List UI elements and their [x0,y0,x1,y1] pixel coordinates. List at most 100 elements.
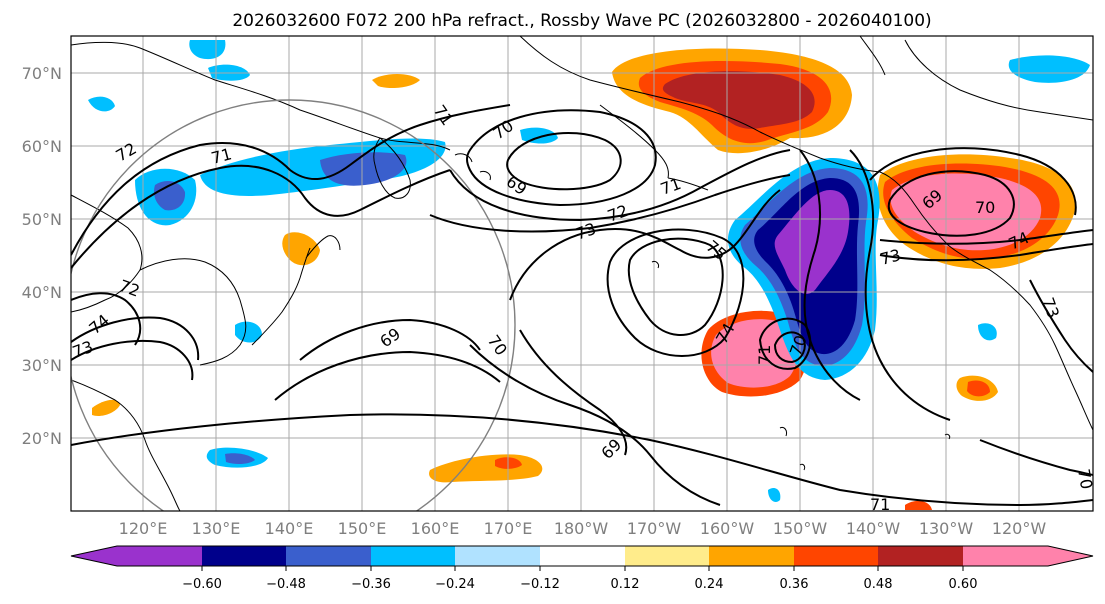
lat-label-70n: 70°N [22,64,62,83]
lon-label-140w: 140°W [846,519,901,538]
colorbar-cell [540,546,625,566]
contours [71,104,1093,507]
positive-region-small6 [905,500,932,510]
coastline-islands [454,153,951,471]
colorbar-cell [794,546,878,566]
lat-label-20n: 20°N [22,429,62,448]
contour-71-south [71,413,1093,507]
colorbar-label-p048: 0.48 [864,577,893,592]
negative-region-trough-core [774,190,850,294]
negative-region-japan [235,321,262,343]
colorbar-outline [70,545,1094,567]
contour-73-east [1029,279,1093,373]
contour-72-middle [429,174,791,233]
colorbar-label-p012: 0.12 [611,577,640,592]
lon-labels: 120°E 130°E 140°E 150°E 160°E 170°E 180°… [119,519,1047,538]
contour-73-west [71,339,194,381]
chart-title: 2026032600 F072 200 hPa refract., Rossby… [232,11,931,31]
contour-label-71-south: 71 [870,495,890,514]
contour-69-wave [519,329,628,456]
lon-label-160w: 160°W [700,519,755,538]
contour-75-loop [627,237,724,337]
coastline-japan [251,235,341,346]
colorbar-cell [117,546,202,566]
lon-label-130e: 130°E [192,519,241,538]
contour-69-inner [506,132,622,191]
colorbar-cell [963,546,1048,566]
lon-label-180w: 180°W [554,519,609,538]
coastline-asia [71,41,451,511]
lon-label-120w: 120°W [992,519,1047,538]
positive-region-alaska-core [662,71,815,129]
map-panel: 72 71 71 70 69 69 70 71 73 72 75 74 71 7… [70,35,1096,514]
colorbar-cell [625,546,709,566]
lon-label-150w: 150°W [773,519,828,538]
shaded-regions [88,40,1090,510]
coastline-kamchatka [373,137,411,199]
contour-70-west [274,350,501,401]
lat-label-30n: 30°N [22,356,62,375]
contour-70-canada [869,147,1077,216]
positive-region-small2 [282,232,320,266]
lat-label-40n: 40°N [22,283,62,302]
negative-region-nw-pacific-core [320,152,407,186]
colorbar-label-m024: −0.24 [435,577,475,592]
lat-label-50n: 50°N [22,210,62,229]
colorbar-label-m036: −0.36 [351,577,391,592]
contour-label-70-canada: 70 [975,198,995,217]
lon-label-130w: 130°W [919,519,974,538]
contour-71-inner-loop [758,317,812,370]
colorbar-label-p024: 0.24 [695,577,724,592]
lon-label-170w: 170°W [627,519,682,538]
negative-region-small4 [768,488,781,502]
contour-74-west [71,316,200,361]
map-frame [70,35,1094,512]
colorbar-extend-low [71,546,117,566]
contour-69-canada [887,170,1015,237]
negative-region-small5 [978,323,997,341]
lon-label-120e: 120°E [119,519,168,538]
contour-69-west [299,318,481,361]
colorbar-cell [455,546,540,566]
negative-region-small3 [520,127,558,144]
positive-region-small4-core [967,380,990,397]
contour-72-west [71,292,142,346]
colorbar-cells [71,546,1093,566]
positive-region-canada-core [890,173,1042,251]
map-background [71,36,1093,511]
lon-label-170e: 170°E [484,519,533,538]
contour-trough-west [799,149,861,401]
lon-label-150e: 150°E [338,519,387,538]
colorbar-label-m060: −0.60 [182,577,222,592]
negative-region-small1 [88,96,115,112]
contour-label-73-canada: 73 [878,245,903,269]
positive-region-small1 [372,74,420,88]
positive-region-small5 [92,399,120,416]
contour-70-wave [469,344,721,506]
lon-label-140e: 140°E [265,519,314,538]
colorbar-cell [202,546,286,566]
contour-70-south [979,439,1093,476]
contour-71-north [71,164,451,269]
colorbar: −0.60 −0.48 −0.36 −0.24 −0.12 0.12 0.24 … [70,545,1094,592]
contour-label-70-southeast: 70 [1074,467,1096,490]
colorbar-cell [878,546,963,566]
lon-label-160e: 160°E [411,519,460,538]
colorbar-cell [371,546,455,566]
colorbar-extend-high [1048,546,1093,566]
colorbar-cell [286,546,371,566]
coastlines [71,36,1093,511]
colorbar-label-m048: −0.48 [266,577,306,592]
contour-73-canada [879,243,1093,262]
lat-label-60n: 60°N [22,137,62,156]
contour-70-inner [466,109,657,207]
coastline-north-america [859,36,1093,431]
contour-74-canada [879,229,1093,245]
contour-trough-east [849,149,951,421]
negative-region-small2-core [225,453,255,465]
grid [71,36,1093,511]
contour-74-loop [606,228,745,357]
contour-73-wave [509,189,781,301]
colorbar-label-p060: 0.60 [949,577,978,592]
